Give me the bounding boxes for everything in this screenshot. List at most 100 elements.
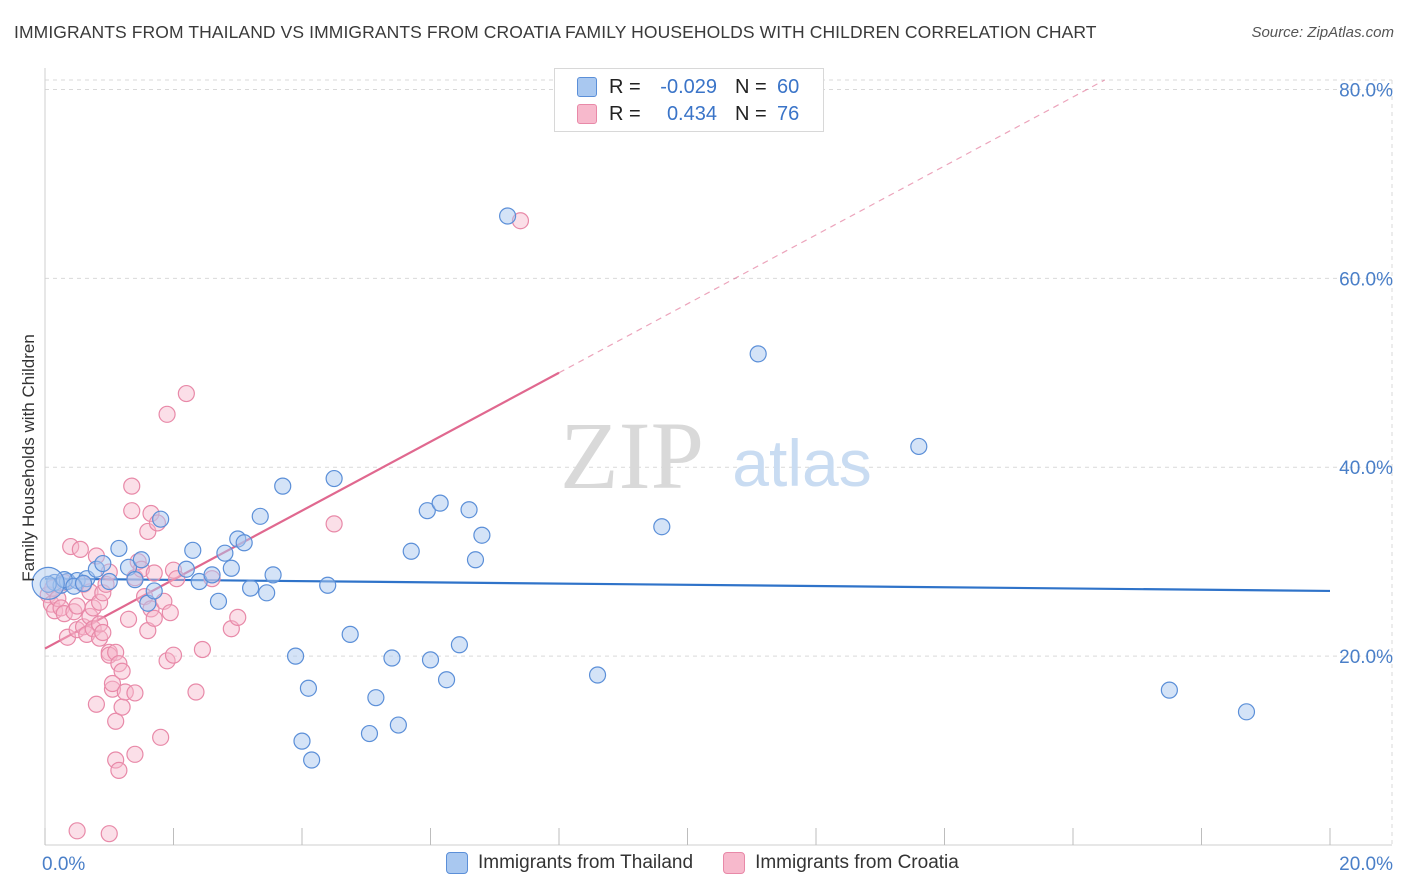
thailand-point [303,751,321,769]
thailand-point [367,689,385,707]
watermark-zip: ZIP [560,402,704,509]
croatia-point [145,609,163,627]
thailand-point [258,584,276,602]
croatia-point [229,608,247,626]
croatia-point [62,537,80,556]
y-axis-label: Family Households with Children [19,334,38,582]
thailand-point [450,636,469,654]
thailand-point [145,582,163,600]
thailand-point [184,541,202,559]
thailand-point [110,539,128,558]
y-tick-label: 20.0% [1339,647,1393,668]
croatia-point [177,384,195,403]
thailand-point [39,575,57,593]
y-tick-label: 40.0% [1339,458,1393,479]
thailand-point [402,542,420,560]
legend-item-thailand[interactable]: Immigrants from Thailand [446,852,693,874]
croatia-point [68,597,86,615]
thailand-point [209,592,228,610]
thailand-point [1160,681,1178,699]
y-tick-label: 80.0% [1339,80,1393,101]
thailand-point [177,560,195,578]
legend-label-thailand: Immigrants from Thailand [478,852,694,873]
thailand-point [341,625,359,643]
thailand-point [460,501,478,519]
n-label: N = [735,75,767,98]
croatia-point [193,640,212,659]
source-label: Source: ZipAtlas.com [1251,24,1394,41]
croatia-point [107,751,125,769]
croatia-point [71,540,89,558]
croatia-trend-line [44,371,560,650]
thailand-point [499,207,517,225]
thailand-cluster-point [31,566,65,600]
thailand-point [473,526,491,544]
x-tick-label: 20.0% [1339,854,1393,875]
series-legend: Immigrants from Thailand Immigrants from… [446,852,989,874]
thailand-swatch [577,77,597,97]
thailand-point [74,574,93,592]
croatia-swatch [723,852,746,874]
croatia-point [110,761,128,779]
axes [44,68,1392,846]
thailand-trend-line [44,577,1331,593]
thailand-point [910,437,928,456]
croatia-point [325,515,343,533]
thailand-point [222,559,240,577]
thailand-point [264,566,282,584]
thailand-point [274,477,292,495]
croatia-point [139,522,157,541]
n-value-thailand: 60 [777,75,800,98]
legend-label-croatia: Immigrants from Croatia [755,852,959,873]
thailand-point [299,679,318,697]
croatia-point [103,680,122,698]
thailand-point [203,566,221,584]
watermark-atlas: atlas [732,426,871,500]
thailand-point [152,510,170,528]
thailand-point [216,544,234,562]
n-label: N = [735,102,767,125]
croatia-point [187,683,205,701]
thailand-points [31,207,1256,769]
thailand-point [94,554,112,573]
croatia-point [94,623,112,642]
croatia-point [126,684,144,702]
thailand-swatch [446,852,468,874]
croatia-point [91,593,109,611]
croatia-point [164,646,183,664]
r-label: R = [609,102,641,125]
croatia-point [107,712,125,730]
croatia-point [100,825,118,843]
croatia-point [113,662,131,680]
croatia-point [161,604,179,622]
croatia-point [158,405,176,423]
croatia-trend-extension [558,79,1105,374]
croatia-point [119,610,138,628]
thailand-point [653,518,671,536]
croatia-point [68,822,86,840]
thailand-point [235,534,253,552]
tick-labels: 20.0% 40.0% 60.0% 80.0% 0.0% 20.0% [42,80,1393,875]
trend-lines [44,79,1331,650]
x-tick-label: 0.0% [42,854,85,875]
croatia-point [113,698,131,716]
legend-item-croatia[interactable]: Immigrants from Croatia [723,852,959,874]
n-value-croatia: 76 [777,102,800,125]
thailand-point [431,494,449,512]
croatia-swatch [577,104,597,124]
thailand-point [389,716,407,734]
croatia-point [145,564,163,582]
zipatlas-watermark: ZIP atlas [560,402,872,509]
y-tick-label: 60.0% [1339,269,1393,290]
croatia-points [39,212,530,843]
r-value-thailand: -0.029 [660,75,717,98]
croatia-point [103,674,122,693]
thailand-point [242,579,260,597]
thailand-point [418,502,436,520]
thailand-point [100,572,118,591]
croatia-point [152,728,170,746]
r-label: R = [609,75,641,98]
thailand-point [437,671,456,689]
thailand-point [588,666,607,684]
